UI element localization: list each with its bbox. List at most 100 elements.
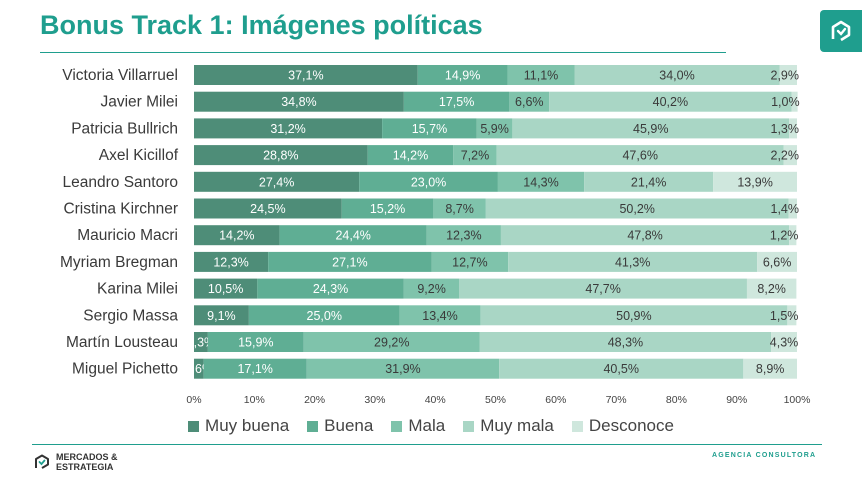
data-label: 15,2% [370, 202, 405, 216]
bar-segment [194, 305, 249, 326]
data-label: 24,4% [335, 229, 370, 243]
data-label: 14,2% [219, 229, 254, 243]
bar-segment [194, 145, 368, 166]
bar-segment [203, 358, 307, 379]
data-label: 9,2% [417, 282, 446, 296]
bar-segment [279, 225, 427, 246]
bar-segment [194, 332, 208, 352]
bar-segment [496, 145, 784, 166]
category-label: Karina Milei [97, 281, 178, 298]
x-tick-label: 10% [244, 394, 265, 406]
data-label: 12,3% [213, 255, 248, 269]
data-label: 4,3% [770, 336, 799, 350]
data-label: 2,9% [771, 69, 800, 83]
stacked-bar-chart: Victoria Villarruel 37,1% 14,9% 11,1% 34,0% 2… [60, 65, 810, 406]
legend-swatch [571, 420, 583, 432]
page-title: Bonus Track 1: Imágenes políticas [40, 10, 483, 40]
x-tick-label: 20% [304, 394, 325, 406]
data-label: 48,3% [608, 336, 643, 350]
bar-segment [194, 171, 360, 192]
bar-segment [791, 91, 798, 112]
bar-segment [485, 198, 789, 219]
data-label: 41,3% [615, 255, 650, 269]
data-label: 34,0% [659, 69, 694, 83]
x-tick-label: 90% [726, 394, 747, 406]
legend-item: Buena [307, 416, 373, 436]
data-label: 8,2% [757, 282, 786, 296]
x-tick-label: 50% [485, 394, 506, 406]
bar-segment [507, 65, 575, 85]
x-tick-label: 80% [666, 394, 687, 406]
bar-segment [403, 91, 510, 112]
footer-divider [32, 444, 822, 445]
bar-segment [746, 278, 797, 299]
bar-segment [303, 332, 480, 352]
data-label: 17,5% [439, 95, 474, 109]
title-divider [40, 52, 726, 53]
bar-segment [757, 251, 797, 272]
bar-segment [509, 91, 550, 112]
data-label: 1,3% [771, 122, 800, 136]
legend-label: Desconoce [588, 416, 674, 435]
bar-segment [194, 198, 342, 219]
data-label: 8,9% [756, 362, 785, 376]
data-label: 1,5% [770, 309, 799, 323]
data-label: 1,0% [771, 95, 800, 109]
bar-segment [382, 118, 477, 139]
data-label: 50,9% [616, 309, 651, 323]
data-label: 5,9% [480, 122, 509, 136]
data-label: 31,9% [385, 362, 420, 376]
bar-segment [194, 251, 269, 272]
bar-segment [194, 91, 404, 112]
legend-item: Desconoce [571, 416, 674, 436]
bar-segment [431, 251, 509, 272]
bar-segment [194, 358, 204, 379]
bar-segment [306, 358, 500, 379]
bar-segment [426, 225, 501, 246]
bar-segment [194, 278, 258, 299]
data-label: 14,2% [393, 149, 428, 163]
data-label: 45,9% [633, 122, 668, 136]
bar-segment [194, 225, 280, 246]
data-label: 15,7% [412, 122, 447, 136]
data-label: 13,9% [737, 175, 772, 189]
legend-label: Buena [324, 416, 374, 435]
data-label: 1,2% [770, 229, 799, 243]
legend-label: Muy buena [205, 416, 290, 435]
data-label: 23,0% [411, 175, 446, 189]
data-label: 13,4% [422, 309, 457, 323]
bar-segment [713, 171, 797, 192]
data-label: 9,1% [207, 309, 236, 323]
data-label: 10,5% [208, 282, 243, 296]
bar-segment [359, 171, 498, 192]
data-label: 12,7% [452, 255, 487, 269]
bar-segment [549, 91, 792, 112]
bar-segment [207, 332, 304, 352]
bar-segment [787, 305, 797, 326]
bar-segment [788, 198, 797, 219]
category-label: Martín Lousteau [66, 334, 178, 351]
bar-segment [459, 278, 747, 299]
footer-tagline: AGENCIA CONSULTORA [712, 452, 817, 459]
data-label: 40,5% [603, 362, 638, 376]
data-label: 6,6% [763, 255, 792, 269]
x-tick-label: 60% [545, 394, 566, 406]
category-label: Victoria Villarruel [62, 67, 178, 84]
data-label: 47,7% [585, 282, 620, 296]
bar-segment [480, 305, 788, 326]
data-label: 40,2% [653, 95, 688, 109]
bar-segment [789, 118, 797, 139]
data-label: 34,8% [281, 95, 316, 109]
data-label: 15,9% [238, 336, 273, 350]
bar-segment [779, 65, 797, 85]
data-label: 2,2% [771, 149, 800, 163]
bar-segment [367, 145, 454, 166]
data-label: 47,8% [627, 229, 662, 243]
data-label: 14,3% [523, 175, 558, 189]
bar-segment [433, 198, 486, 219]
bar-segment [771, 332, 797, 352]
footer-brand: MERCADOS & ESTRATEGIA [34, 452, 146, 472]
chart-legend: Muy buena Buena Mala Muy mala Desconoce [0, 416, 862, 436]
bar-segment [476, 118, 513, 139]
data-label: 25,0% [307, 309, 342, 323]
